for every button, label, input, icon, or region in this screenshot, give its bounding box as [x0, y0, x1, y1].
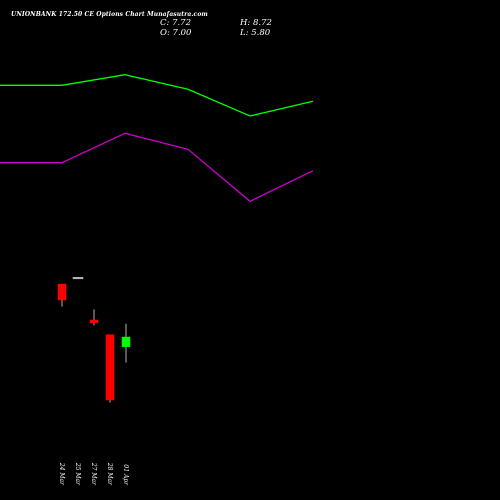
candle-body	[89, 319, 99, 323]
open-value: O: 7.00	[160, 28, 192, 38]
candle-body	[105, 334, 115, 401]
high-value: H: 8.72	[240, 18, 272, 28]
lower-indicator-line	[0, 132, 314, 203]
x-tick-label: 28 Mar	[106, 462, 113, 486]
candle-body	[121, 336, 131, 347]
candle-body	[72, 277, 84, 280]
close-value: C: 7.72	[160, 18, 191, 28]
low-value: L: 5.80	[240, 28, 271, 38]
x-tick-label: 27 Mar	[90, 462, 97, 486]
x-tick-label: 24 Mar	[58, 462, 65, 486]
x-tick-label: 25 Mar	[74, 462, 81, 486]
candle-body	[57, 283, 67, 301]
x-tick-label: 01 Apr	[122, 464, 129, 486]
upper-indicator-line	[0, 74, 314, 117]
chart-title: UNIONBANK 172.50 CE Options Chart Munafa…	[11, 11, 208, 18]
